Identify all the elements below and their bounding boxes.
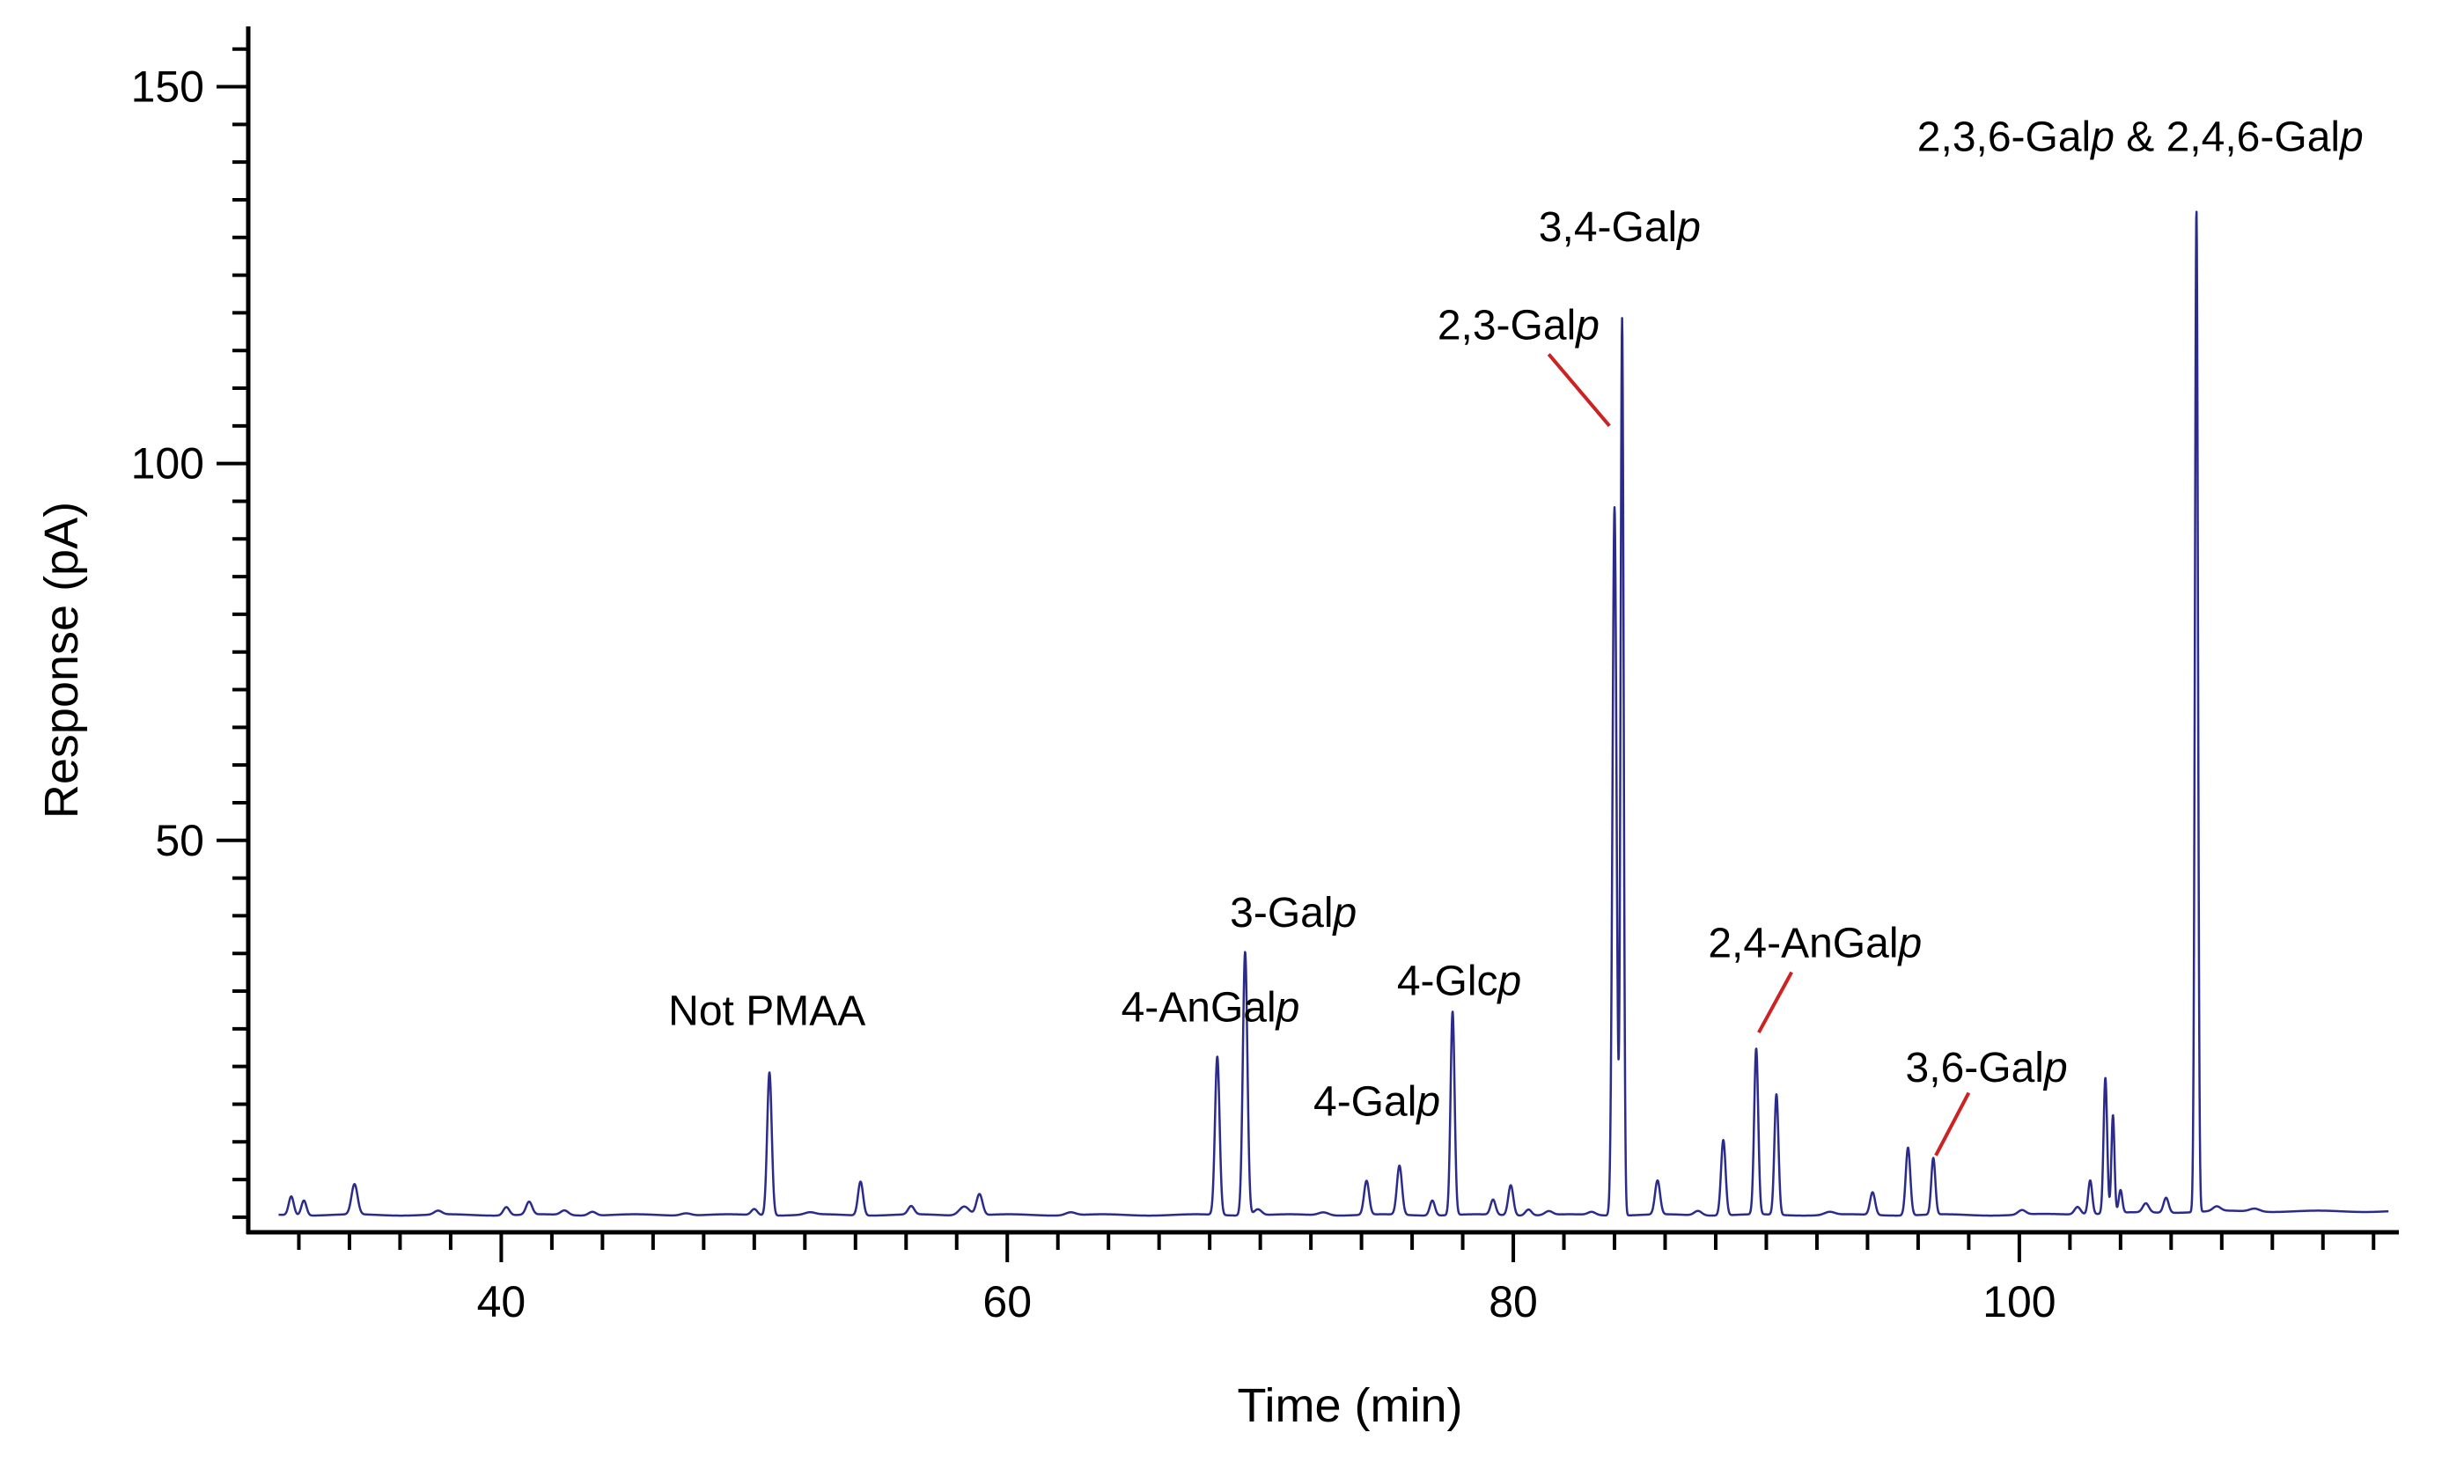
- peak-label-part: 2,3,6-Gal: [1917, 114, 2091, 160]
- peak-label-part: p: [1675, 204, 1701, 251]
- x-axis-title: Time (min): [1238, 1379, 1463, 1432]
- x-tick-label: 80: [1489, 1277, 1538, 1326]
- peak-label-part: p: [1332, 890, 1357, 937]
- x-tick-label: 40: [477, 1277, 526, 1326]
- axes: 40 60 80 100 50 100 150: [131, 26, 2399, 1326]
- peak-label-part: & 2,4,6-Gal: [2115, 114, 2340, 160]
- peak-label-part: 3,4-Gal: [1539, 204, 1677, 251]
- peak-label-part: 2,4-AnGal: [1708, 920, 1898, 966]
- peak-label-part: Not PMAA: [668, 988, 865, 1035]
- chromatogram-trace: [277, 210, 2390, 1217]
- axis-ticks: [217, 47, 2376, 1262]
- peak-label-4-angalp: 4-AnGalp: [1122, 984, 1300, 1031]
- peak-label-part: 4-AnGal: [1122, 984, 1276, 1031]
- peak-label-part: p: [2089, 114, 2115, 160]
- peak-label-part: p: [1896, 920, 1922, 966]
- peak-label-part: p: [2042, 1045, 2068, 1091]
- y-tick-label: 100: [131, 439, 204, 489]
- peak-label-3-6-galp: 3,6-Galp: [1906, 1045, 2068, 1091]
- peak-label-part: p: [1275, 984, 1300, 1031]
- y-axis-title: Response (pA): [35, 502, 88, 819]
- peak-label-3-4-galp: 3,4-Galp: [1539, 204, 1701, 251]
- leader-line-2-3-galp: [1547, 353, 1611, 428]
- peak-label-part: 3-Gal: [1230, 890, 1333, 937]
- leader-lines: [1547, 353, 1971, 1157]
- peak-label-4-galp: 4-Galp: [1313, 1078, 1440, 1125]
- y-tick-label: 150: [131, 62, 204, 112]
- peak-label-part: 3,6-Gal: [1906, 1045, 2044, 1091]
- peak-label-not-pmaa: Not PMAA: [668, 988, 865, 1035]
- x-tick-label: 100: [1982, 1277, 2056, 1326]
- peak-labels: Not PMAA 4-AnGalp3-Galp4-Galp4-Glcp2,3-Ga…: [668, 114, 2364, 1125]
- leader-line-2-4-angalp: [1757, 971, 1793, 1034]
- peak-label-3-galp: 3-Galp: [1230, 890, 1357, 937]
- axis-tick-labels: 40 60 80 100 50 100 150: [131, 62, 2056, 1327]
- peak-label-part: p: [1574, 302, 1600, 349]
- peak-label-part: p: [1415, 1078, 1440, 1125]
- leader-line-3-6-galp: [1934, 1091, 1971, 1157]
- peak-label-part: 2,3-Gal: [1438, 302, 1576, 349]
- peak-label-2-3-6-galp-2-4-6-galp: 2,3,6-Galp & 2,4,6-Galp: [1917, 114, 2364, 160]
- peak-label-2-4-angalp: 2,4-AnGalp: [1708, 920, 1922, 966]
- peak-label-2-3-galp: 2,3-Galp: [1438, 302, 1600, 349]
- peak-label-part: 4-Gal: [1313, 1078, 1416, 1125]
- peak-label-part: 4-Glc: [1397, 958, 1498, 1004]
- peak-label-part: p: [1497, 958, 1522, 1004]
- x-tick-label: 60: [982, 1277, 1032, 1326]
- y-tick-label: 50: [155, 816, 204, 865]
- peak-label-4-glcp: 4-Glcp: [1397, 958, 1521, 1004]
- peak-label-part: p: [2338, 114, 2364, 160]
